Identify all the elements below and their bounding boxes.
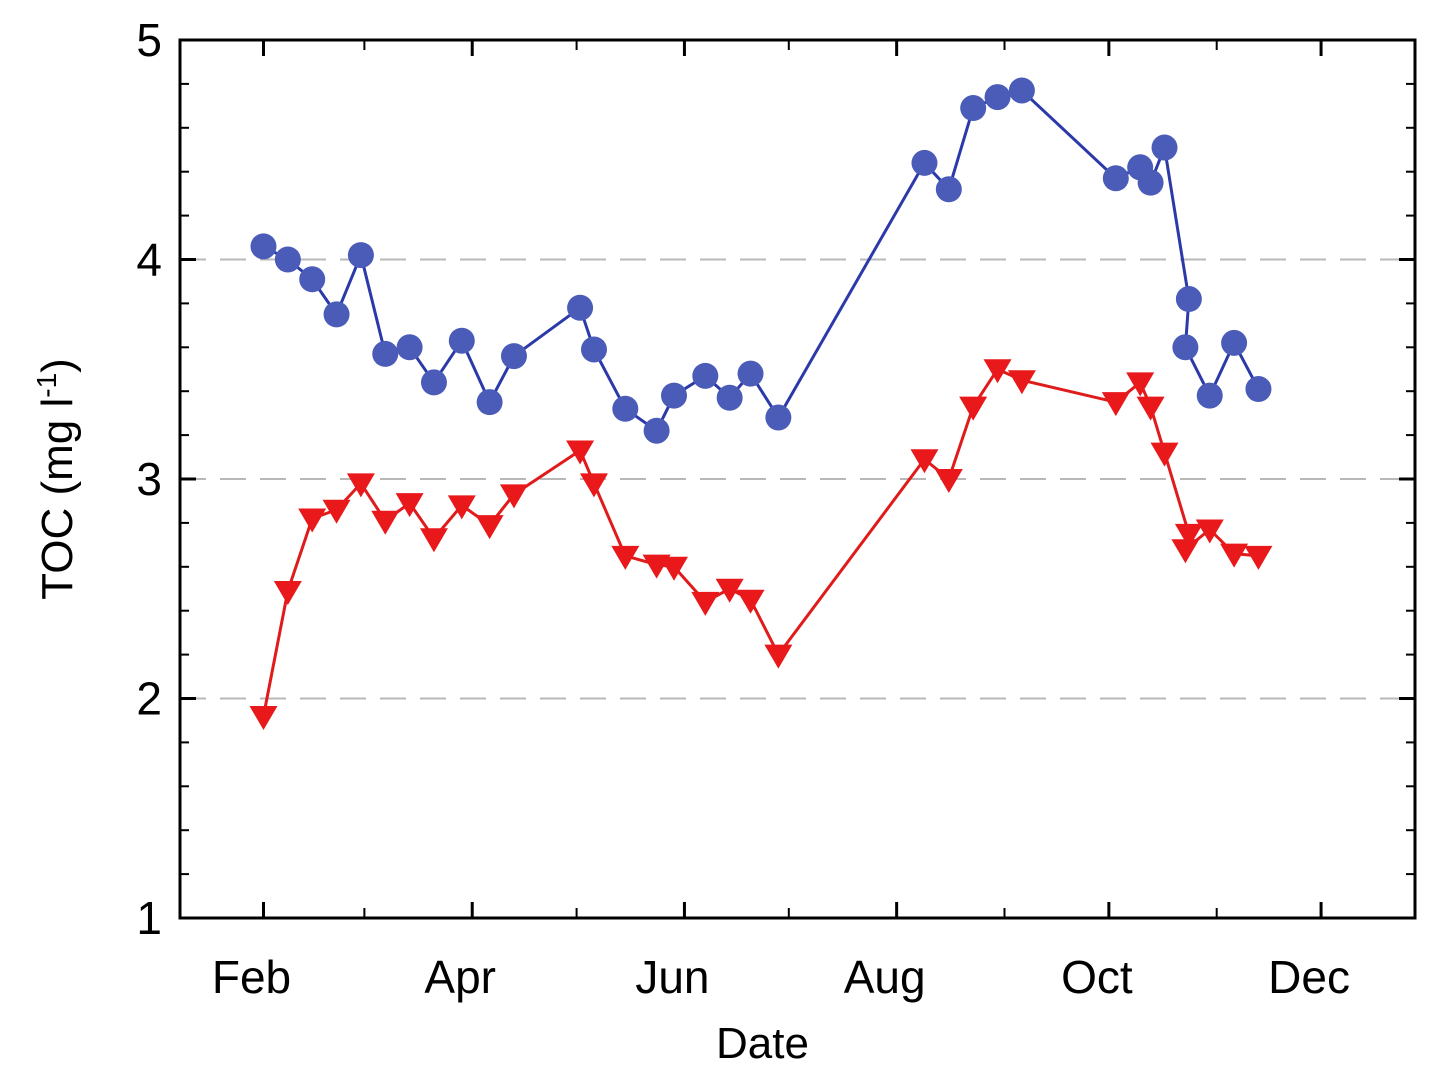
- x-axis-title: Date: [716, 1019, 809, 1068]
- data-point: [567, 294, 594, 321]
- data-point: [274, 246, 301, 273]
- data-point: [347, 242, 374, 269]
- data-point: [323, 301, 350, 328]
- y-axis-title-suffix: ): [33, 358, 82, 373]
- data-point: [1171, 539, 1200, 564]
- data-point: [1175, 286, 1202, 313]
- data-point: [661, 382, 687, 409]
- data-point: [692, 362, 719, 389]
- data-point: [612, 395, 639, 422]
- data-point: [1102, 165, 1129, 192]
- data-point: [1101, 392, 1130, 417]
- data-point: [1137, 169, 1164, 196]
- data-point: [580, 336, 607, 363]
- data-point: [475, 515, 504, 540]
- data-point: [1150, 442, 1179, 467]
- data-point: [765, 404, 792, 431]
- x-tick-label: Apr: [424, 951, 496, 1003]
- data-point: [660, 556, 688, 581]
- data-point: [764, 644, 793, 669]
- y-tick-label: 1: [136, 892, 162, 944]
- data-point: [273, 580, 302, 605]
- data-point: [419, 528, 448, 553]
- x-tick-label: Jun: [635, 951, 709, 1003]
- y-axis-title: TOC (mg l-1): [31, 358, 82, 600]
- series-2: [249, 359, 1273, 731]
- data-point: [346, 473, 375, 498]
- data-point: [1220, 543, 1249, 568]
- data-point: [1008, 77, 1035, 104]
- data-point: [447, 495, 476, 520]
- data-point: [372, 340, 399, 367]
- data-point: [1126, 372, 1155, 397]
- data-point: [249, 706, 278, 731]
- data-point: [299, 266, 326, 293]
- y-axis-title-superscript: -1: [31, 373, 62, 398]
- data-point: [396, 334, 423, 361]
- data-point: [1245, 376, 1272, 403]
- x-tick-label: Dec: [1268, 951, 1350, 1003]
- tick-labels: 1 2 3 4 5 Feb Apr Jun Aug Oct Dec: [136, 14, 1350, 1003]
- data-point: [448, 327, 475, 354]
- data-point: [1195, 519, 1224, 544]
- y-tick-label: 4: [136, 234, 162, 286]
- data-point: [1172, 334, 1199, 361]
- y-tick-label: 2: [136, 673, 162, 725]
- data-point: [736, 589, 765, 614]
- data-point: [566, 440, 595, 465]
- data-point: [715, 578, 744, 603]
- data-point: [395, 493, 424, 518]
- data-point: [611, 545, 640, 570]
- data-point: [934, 469, 963, 493]
- data-point: [1174, 523, 1203, 548]
- data-point: [643, 417, 670, 444]
- data-point: [1196, 382, 1223, 409]
- series-line: [262, 367, 1259, 717]
- y-tick-label: 5: [136, 14, 162, 66]
- data-point: [911, 149, 938, 176]
- data-point: [959, 396, 988, 421]
- data-point: [1221, 329, 1248, 356]
- data-point: [1244, 545, 1273, 570]
- series-group: [249, 77, 1273, 731]
- data-point: [1151, 134, 1178, 161]
- data-point: [298, 508, 327, 533]
- x-tick-label: Feb: [212, 951, 291, 1003]
- data-point: [371, 510, 400, 535]
- data-point: [476, 389, 503, 416]
- data-point: [499, 484, 528, 509]
- y-tick-label: 3: [136, 453, 162, 505]
- data-point: [910, 449, 939, 474]
- data-point: [420, 369, 447, 396]
- data-point: [716, 384, 743, 411]
- data-point: [322, 499, 351, 524]
- y-axis-title-main: TOC (mg l: [33, 398, 82, 600]
- x-tick-label: Aug: [844, 951, 926, 1003]
- plot-frame: [178, 38, 1417, 920]
- data-point: [250, 233, 277, 260]
- x-tick-label: Oct: [1061, 951, 1133, 1003]
- data-point: [1136, 396, 1165, 421]
- data-point: [960, 95, 987, 122]
- data-point: [935, 176, 962, 203]
- data-point: [691, 591, 720, 616]
- grid-lines: [180, 258, 1415, 700]
- data-point: [983, 359, 1012, 384]
- series-1: [250, 77, 1272, 444]
- data-point: [500, 343, 527, 370]
- data-point: [579, 473, 608, 498]
- data-point: [1007, 370, 1036, 395]
- data-point: [737, 360, 764, 387]
- data-point: [984, 84, 1011, 111]
